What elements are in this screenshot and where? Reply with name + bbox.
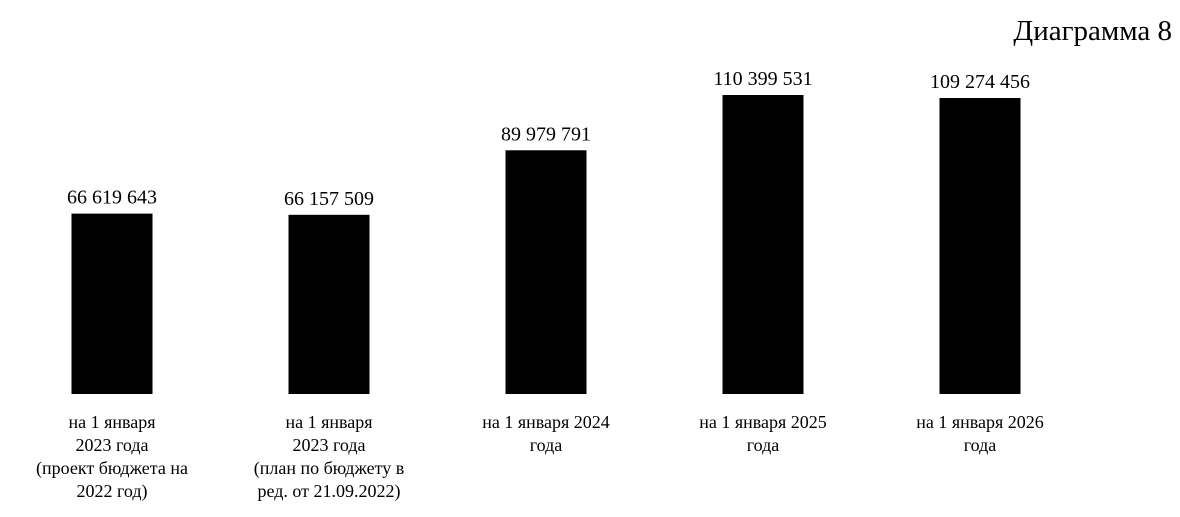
category-label-3-line-1: на 1 января 2024 bbox=[482, 412, 610, 432]
category-label-5-line-2: года bbox=[964, 435, 997, 455]
category-label-4-line-1: на 1 января 2025 bbox=[699, 412, 827, 432]
chart-title: Диаграмма 8 bbox=[1013, 15, 1172, 47]
category-label-2-line-1: на 1 января bbox=[285, 412, 372, 432]
category-label-2-line-3: (план по бюджету в bbox=[254, 458, 405, 479]
bar-4 bbox=[722, 95, 804, 394]
category-label-4-line-2: года bbox=[747, 435, 780, 455]
bars-layer bbox=[71, 95, 1021, 394]
bar-5 bbox=[939, 98, 1021, 394]
bar-1 bbox=[71, 213, 153, 394]
category-label-1-line-2: 2023 года bbox=[75, 435, 148, 455]
bar-value-label-2: 66 157 509 bbox=[284, 188, 374, 210]
category-label-5-line-1: на 1 января 2026 bbox=[916, 412, 1044, 432]
category-label-1-line-3: (проект бюджета на bbox=[36, 458, 188, 479]
bar-value-label-4: 110 399 531 bbox=[713, 68, 812, 90]
bar-value-label-5: 109 274 456 bbox=[930, 71, 1030, 93]
category-label-1-line-4: 2022 год) bbox=[76, 481, 147, 502]
bar-2 bbox=[288, 214, 370, 394]
category-label-2-line-4: ред. от 21.09.2022) bbox=[257, 481, 400, 502]
category-label-2-line-2: 2023 года bbox=[292, 435, 365, 455]
category-label-3-line-2: года bbox=[530, 435, 563, 455]
bar-value-label-1: 66 619 643 bbox=[67, 187, 157, 209]
value-labels-layer: 66 619 643 66 157 509 89 979 791 110 399 53… bbox=[67, 68, 1030, 210]
bar-3 bbox=[505, 150, 587, 394]
category-label-1-line-1: на 1 января bbox=[68, 412, 155, 432]
bar-value-label-3: 89 979 791 bbox=[501, 123, 591, 145]
